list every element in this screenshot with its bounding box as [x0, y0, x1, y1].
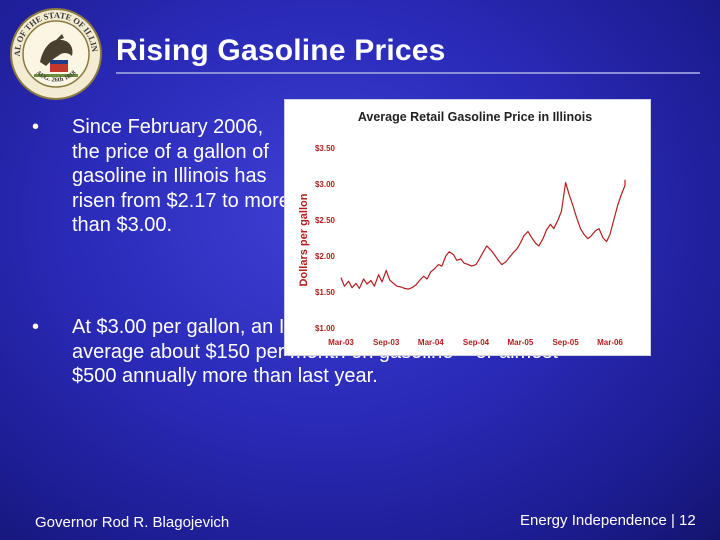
x-tick-label: Sep-04: [463, 338, 490, 347]
chart-series: [340, 179, 626, 290]
x-tick-label: Mar-03: [328, 338, 354, 347]
y-tick-label: $3.50: [315, 144, 336, 153]
y-tick-label: $1.00: [315, 324, 336, 333]
page-number: 12: [679, 512, 696, 529]
title-divider: [116, 72, 700, 74]
y-tick-labels: $1.00 $1.50 $2.00 $2.50 $3.00 $3.50: [315, 144, 336, 333]
illinois-state-seal-icon: SEAL OF THE STATE OF ILLINOIS AUG. 26th …: [10, 8, 102, 100]
x-tick-label: Mar-06: [597, 338, 623, 347]
slide-title: Rising Gasoline Prices: [116, 34, 446, 67]
y-axis-label: Dollars per gallon: [298, 193, 310, 286]
y-tick-label: $2.50: [315, 216, 336, 225]
gasoline-price-chart: Average Retail Gasoline Price in Illinoi…: [285, 100, 650, 355]
bullet-text: Since February 2006, the price of a gall…: [72, 116, 290, 236]
price-series-line: [340, 179, 626, 290]
x-tick-label: Sep-05: [552, 338, 579, 347]
x-tick-labels: Mar-03 Sep-03 Mar-04 Sep-04 Mar-05 Sep-05 Mar-…: [328, 338, 623, 347]
footer-section-label: Energy Independence |: [520, 512, 675, 529]
y-tick-label: $2.00: [315, 252, 336, 261]
y-tick-label: $3.00: [315, 180, 336, 189]
footer-governor-name: Governor Rod R. Blagojevich: [35, 514, 230, 531]
chart-canvas: Average Retail Gasoline Price in Illinoi…: [298, 110, 626, 347]
x-tick-label: Mar-05: [508, 338, 534, 347]
x-tick-label: Sep-03: [373, 338, 400, 347]
x-tick-label: Mar-04: [418, 338, 444, 347]
bullet-symbol: •: [32, 316, 40, 338]
y-tick-label: $1.50: [315, 288, 336, 297]
bullet-symbol: •: [32, 116, 40, 138]
chart-title: Average Retail Gasoline Price in Illinoi…: [358, 110, 592, 124]
footer-section: Energy Independence | 12: [520, 512, 696, 529]
bullet-item: • Since February 2006, the price of a ga…: [32, 115, 292, 238]
